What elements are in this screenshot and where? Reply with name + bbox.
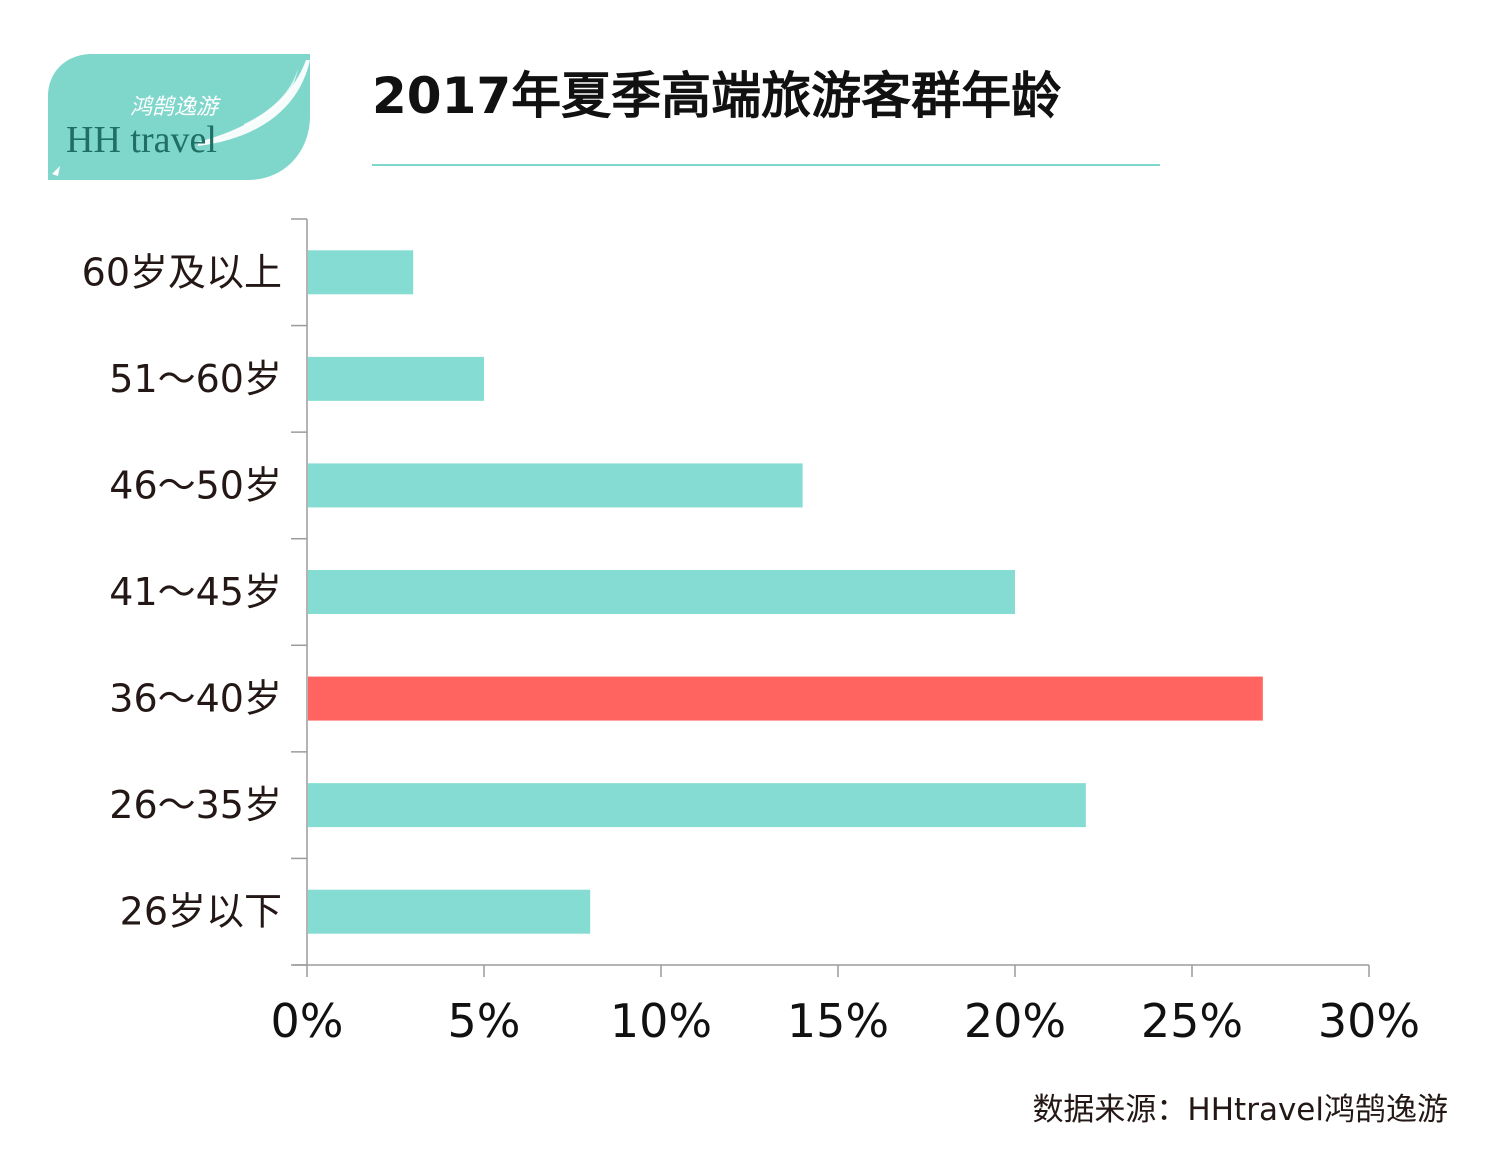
y-tick-label: 26岁以下 — [120, 890, 282, 934]
y-tick-label: 36～40岁 — [109, 677, 282, 721]
bar — [308, 250, 414, 295]
y-tick-label: 26～35岁 — [109, 783, 282, 827]
chart-title: 2017年夏季高端旅游客群年龄 — [372, 67, 1062, 125]
logo-chinese-text: 鸿鹄逸游 — [130, 95, 222, 120]
y-tick-label: 51～60岁 — [109, 357, 282, 401]
title-underline — [372, 164, 1160, 166]
hh-travel-logo: 鸿鹄逸游 HH travel — [48, 54, 310, 180]
x-tick-label: 10% — [610, 994, 712, 1048]
y-tick-label: 60岁及以上 — [82, 250, 282, 294]
bar — [308, 889, 591, 934]
x-tick-label: 0% — [271, 994, 344, 1048]
logo-swoosh — [198, 60, 310, 146]
bar — [308, 676, 1263, 721]
x-tick-label: 20% — [964, 994, 1066, 1048]
logo-swoosh-thin — [244, 68, 298, 128]
x-tick-label: 25% — [1141, 994, 1243, 1048]
logo-leaf-shape — [48, 54, 310, 180]
y-tick-label: 41～45岁 — [109, 570, 282, 614]
x-tick-label: 30% — [1318, 994, 1420, 1048]
bar — [308, 783, 1086, 828]
x-tick-label: 5% — [448, 994, 521, 1048]
bar — [308, 463, 803, 508]
bar — [308, 570, 1015, 614]
x-tick-label: 15% — [787, 994, 889, 1048]
logo-latin-text: HH travel — [66, 119, 217, 161]
data-source-note: 数据来源：HHtravel鸿鹄逸游 — [1032, 1092, 1448, 1128]
logo-corner-mark — [52, 166, 60, 176]
bar — [308, 356, 484, 401]
y-tick-label: 46～50岁 — [109, 463, 282, 507]
